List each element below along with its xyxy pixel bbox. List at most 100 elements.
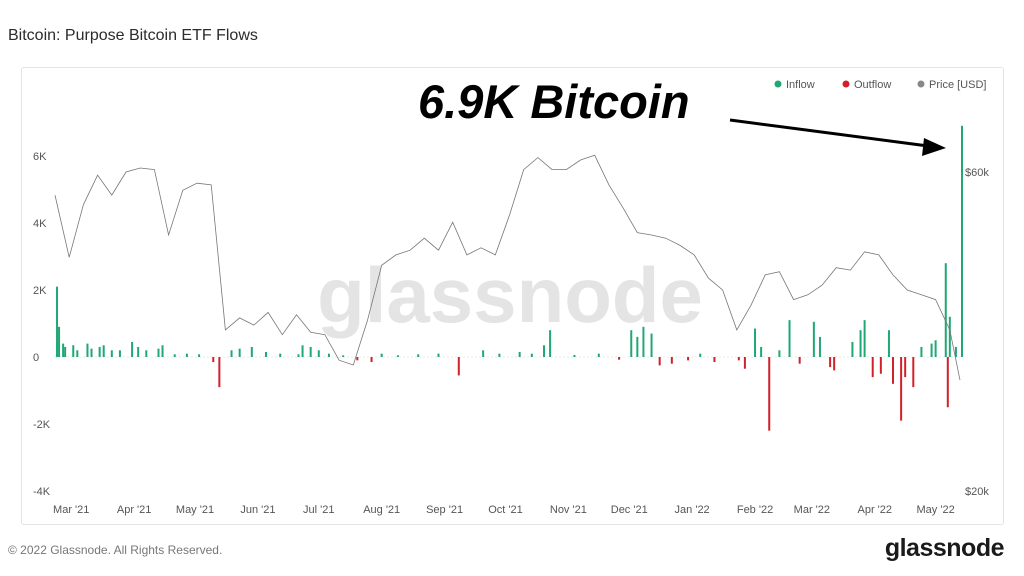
copyright: © 2022 Glassnode. All Rights Reserved. xyxy=(8,543,223,557)
inflow-bar xyxy=(301,345,304,357)
x-tick-label: Sep '21 xyxy=(426,504,463,516)
inflow-bar xyxy=(650,333,653,357)
inflow-bar xyxy=(961,125,963,357)
inflow-bar xyxy=(62,343,65,357)
outflow-bar xyxy=(713,357,716,363)
inflow-bar xyxy=(90,348,93,357)
inflow-bar xyxy=(549,330,552,357)
x-tick-label: Jul '21 xyxy=(303,504,334,516)
inflow-bar xyxy=(118,350,121,357)
inflow-bar xyxy=(760,346,763,357)
x-tick-label: Dec '21 xyxy=(611,504,648,516)
x-tick-label: May '21 xyxy=(176,504,214,516)
inflow-bar xyxy=(498,353,501,357)
outflow-bar xyxy=(356,357,359,361)
inflow-bar xyxy=(309,346,312,357)
x-tick-label: Mar '22 xyxy=(794,504,830,516)
annotation-arrow xyxy=(729,118,946,156)
inflow-bar xyxy=(518,351,521,357)
outflow-bar xyxy=(670,357,673,364)
inflow-bar xyxy=(250,346,253,357)
inflow-bar xyxy=(380,353,383,357)
x-tick-label: Mar '21 xyxy=(53,504,89,516)
outflow-bar xyxy=(879,357,882,374)
x-tick-label: Feb '22 xyxy=(737,504,773,516)
inflow-bar xyxy=(597,353,600,357)
outflow-bar xyxy=(946,357,949,408)
legend-marker xyxy=(774,80,782,88)
chart-title: Bitcoin: Purpose Bitcoin ETF Flows xyxy=(8,27,258,44)
inflow-bar xyxy=(642,326,645,357)
inflow-bar xyxy=(161,345,164,357)
annotation-label: 6.9K Bitcoin xyxy=(418,75,690,128)
outflow-bar xyxy=(768,357,771,431)
inflow-bar xyxy=(778,350,781,357)
outflow-bar xyxy=(798,357,801,364)
outflow-bar xyxy=(871,357,874,378)
inflow-bar xyxy=(102,345,105,357)
inflow-bar xyxy=(76,350,79,357)
y-right-tick-label: $60k xyxy=(965,167,989,179)
inflow-bar xyxy=(137,346,140,357)
inflow-bar xyxy=(131,341,134,357)
inflow-bar xyxy=(754,328,757,357)
inflow-bar xyxy=(417,354,420,357)
outflow-bar xyxy=(833,357,836,371)
outflow-bar xyxy=(218,357,221,388)
x-tick-label: May '22 xyxy=(917,504,955,516)
x-tick-label: Jan '22 xyxy=(675,504,710,516)
y-left-tick-label: 0 xyxy=(33,352,39,364)
glassnode-logo: glassnode xyxy=(884,534,1005,562)
outflow-bar xyxy=(212,357,215,363)
outflow-bar xyxy=(904,357,907,378)
x-tick-label: Nov '21 xyxy=(550,504,587,516)
legend-item[interactable]: Outflow xyxy=(854,79,891,91)
inflow-bar xyxy=(920,346,923,357)
inflow-bar xyxy=(327,353,330,357)
legend-marker xyxy=(917,80,925,88)
outflow-bar xyxy=(743,357,746,369)
price-line xyxy=(54,154,961,381)
inflow-bar xyxy=(859,330,862,357)
inflow-bar xyxy=(482,350,485,357)
inflow-bar xyxy=(58,326,61,357)
legend-item[interactable]: Price [USD] xyxy=(929,79,986,91)
inflow-bar xyxy=(72,345,75,357)
chart-panel xyxy=(21,67,1004,525)
inflow-bar xyxy=(157,348,160,357)
inflow-bar xyxy=(630,330,633,357)
legend-marker xyxy=(842,80,850,88)
inflow-bar xyxy=(543,345,546,357)
inflow-bar xyxy=(145,350,148,357)
legend-item[interactable]: Inflow xyxy=(786,79,815,91)
inflow-bar xyxy=(98,346,101,357)
y-left-tick-label: -4K xyxy=(33,486,51,498)
outflow-bar xyxy=(457,357,460,376)
inflow-bar xyxy=(818,336,821,357)
inflow-bar xyxy=(297,354,300,357)
inflow-bar xyxy=(930,343,933,357)
outflow-bar xyxy=(912,357,915,388)
inflow-bar xyxy=(173,354,176,357)
inflow-bar xyxy=(948,316,951,357)
inflow-bar xyxy=(699,353,702,357)
inflow-bar xyxy=(198,354,201,357)
outflow-bar xyxy=(618,357,621,360)
inflow-bar xyxy=(812,321,815,357)
inflow-bar xyxy=(64,346,67,357)
y-left-tick-label: -2K xyxy=(33,419,51,431)
inflow-bar xyxy=(238,348,241,357)
inflow-bar xyxy=(56,286,59,357)
inflow-bar xyxy=(530,353,533,357)
inflow-bar xyxy=(636,336,639,357)
inflow-bar xyxy=(317,350,320,357)
inflow-bar xyxy=(265,351,268,357)
inflow-bar xyxy=(230,350,233,357)
inflow-bar xyxy=(944,263,947,357)
inflow-bar xyxy=(86,343,89,357)
inflow-bar xyxy=(396,355,399,357)
inflow-bar xyxy=(342,355,345,357)
outflow-bar xyxy=(900,357,903,421)
x-tick-label: Apr '22 xyxy=(857,504,892,516)
